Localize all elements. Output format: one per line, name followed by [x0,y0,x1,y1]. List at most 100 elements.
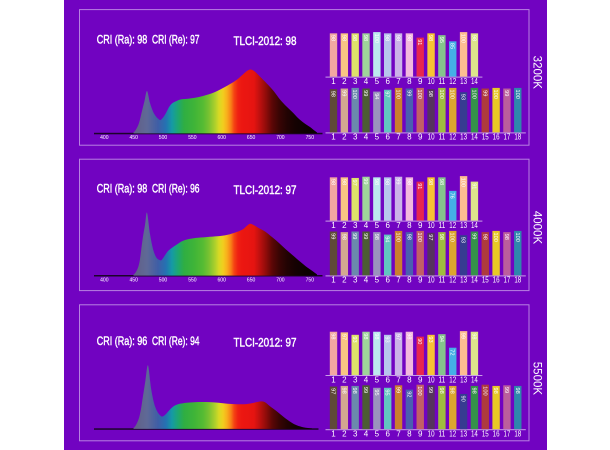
svg-text:10: 10 [428,375,435,384]
svg-text:11: 11 [438,221,445,230]
svg-text:16: 16 [493,430,500,439]
svg-text:2: 2 [342,133,347,142]
svg-text:1: 1 [331,375,336,384]
svg-text:9: 9 [418,221,423,230]
svg-text:98: 98 [481,234,487,240]
svg-text:98: 98 [373,179,379,185]
svg-text:600: 600 [218,135,226,141]
svg-text:5: 5 [375,430,380,439]
svg-text:9: 9 [418,430,423,439]
svg-text:99: 99 [427,387,433,393]
svg-text:5500K: 5500K [531,362,543,396]
svg-text:94: 94 [384,236,390,242]
svg-text:750: 750 [306,278,314,284]
svg-text:100: 100 [351,90,357,99]
svg-text:16: 16 [493,133,500,142]
svg-text:90: 90 [460,396,466,402]
svg-text:93: 93 [460,237,466,243]
svg-text:100: 100 [514,90,520,99]
svg-text:98: 98 [362,333,368,339]
svg-text:12: 12 [449,133,456,142]
svg-text:1: 1 [331,221,336,230]
svg-text:10: 10 [428,276,435,285]
svg-text:15: 15 [482,133,489,142]
svg-text:98: 98 [503,234,509,240]
svg-text:13: 13 [460,276,467,285]
svg-text:3200K: 3200K [531,56,543,90]
svg-text:1: 1 [331,430,336,439]
svg-text:95: 95 [438,37,444,43]
svg-text:6: 6 [385,133,390,142]
svg-text:98: 98 [330,35,336,41]
svg-text:2: 2 [342,77,347,86]
svg-text:13: 13 [460,221,467,230]
svg-text:98: 98 [340,388,346,394]
svg-text:99: 99 [503,90,509,96]
svg-text:CRI (Re): 94: CRI (Re): 94 [152,334,200,348]
svg-text:7: 7 [396,133,401,142]
svg-text:3: 3 [353,430,358,439]
svg-text:8: 8 [407,375,412,384]
svg-text:93: 93 [384,336,390,342]
svg-text:5: 5 [375,221,380,230]
svg-text:6: 6 [385,276,390,285]
svg-text:97: 97 [384,91,390,97]
svg-text:3: 3 [353,276,358,285]
svg-text:3: 3 [353,77,358,86]
svg-text:15: 15 [482,276,489,285]
svg-text:11: 11 [438,375,445,384]
svg-text:12: 12 [449,221,456,230]
svg-text:11: 11 [438,276,445,285]
svg-text:18: 18 [514,276,521,285]
svg-text:94: 94 [373,93,379,99]
svg-text:TLCI-2012: 97: TLCI-2012: 97 [234,183,297,197]
svg-text:14: 14 [471,221,478,230]
svg-text:13: 13 [460,77,467,86]
svg-text:400: 400 [100,278,108,284]
svg-text:92: 92 [405,391,411,397]
svg-text:100: 100 [460,178,466,187]
svg-text:93: 93 [427,336,433,342]
svg-text:98: 98 [384,35,390,41]
svg-text:99: 99 [503,387,509,393]
svg-text:99: 99 [340,90,346,96]
svg-text:5: 5 [375,375,380,384]
svg-text:99: 99 [395,387,401,393]
svg-text:99: 99 [460,333,466,339]
svg-text:650: 650 [247,278,255,284]
svg-text:2: 2 [342,221,347,230]
svg-text:2: 2 [342,430,347,439]
svg-text:1: 1 [331,77,336,86]
svg-text:14: 14 [471,276,478,285]
svg-text:100: 100 [449,233,455,242]
svg-text:10: 10 [428,77,435,86]
svg-text:100: 100 [373,34,379,43]
svg-text:98: 98 [351,388,357,394]
svg-text:91: 91 [416,39,422,45]
svg-text:98: 98 [427,179,433,185]
svg-text:13: 13 [460,430,467,439]
svg-text:97: 97 [427,234,433,240]
svg-text:99: 99 [405,90,411,96]
svg-text:100: 100 [416,386,422,395]
svg-text:100: 100 [416,233,422,242]
svg-text:98: 98 [373,333,379,339]
svg-text:98: 98 [427,91,433,97]
svg-text:99: 99 [470,233,476,239]
svg-text:98: 98 [395,35,401,41]
svg-text:12: 12 [449,375,456,384]
svg-text:98: 98 [405,179,411,185]
svg-text:98: 98 [330,91,336,97]
svg-text:98: 98 [405,333,411,339]
svg-text:9: 9 [418,375,423,384]
svg-text:17: 17 [503,133,510,142]
svg-text:4: 4 [364,375,369,384]
svg-text:5: 5 [375,133,380,142]
svg-text:7: 7 [396,375,401,384]
svg-text:17: 17 [503,276,510,285]
svg-text:6: 6 [385,375,390,384]
svg-text:8: 8 [407,430,412,439]
svg-text:93: 93 [351,336,357,342]
svg-text:TLCI-2012: 97: TLCI-2012: 97 [234,336,297,350]
svg-text:98: 98 [330,179,336,185]
